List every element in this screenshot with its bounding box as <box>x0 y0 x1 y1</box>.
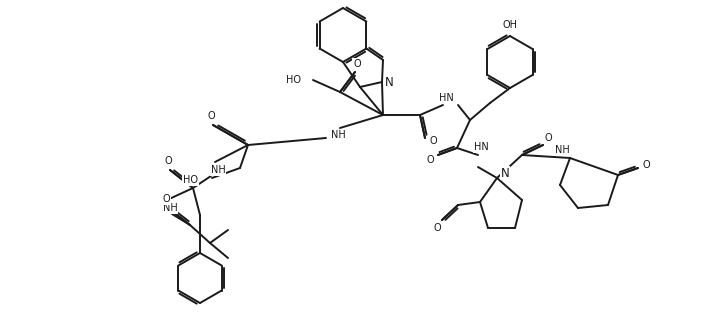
Text: N: N <box>501 167 509 179</box>
Text: O: O <box>433 223 441 233</box>
Text: HN: HN <box>474 142 489 152</box>
Text: O: O <box>642 160 650 170</box>
Text: O: O <box>162 194 170 204</box>
Text: NH: NH <box>162 203 177 213</box>
Text: O: O <box>353 59 361 69</box>
Text: O: O <box>207 111 215 121</box>
Text: NH: NH <box>330 130 345 140</box>
Text: NH: NH <box>554 145 569 155</box>
Text: HN: HN <box>439 93 453 103</box>
Text: OH: OH <box>503 20 518 30</box>
Text: O: O <box>164 156 172 166</box>
Text: O: O <box>429 136 437 146</box>
Text: NH: NH <box>211 165 225 175</box>
Text: O: O <box>426 155 434 165</box>
Text: HO: HO <box>286 75 301 85</box>
Text: O: O <box>545 133 552 143</box>
Text: HO: HO <box>183 175 198 185</box>
Text: N: N <box>384 75 393 89</box>
